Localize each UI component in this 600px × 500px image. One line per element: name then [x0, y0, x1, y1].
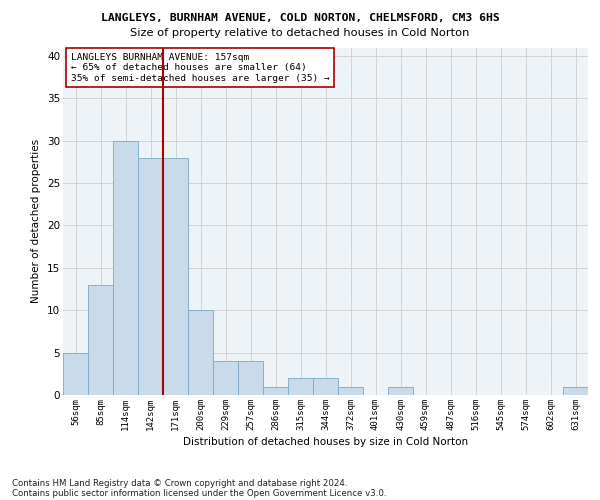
Bar [213, 361, 238, 395]
Bar [113, 140, 138, 395]
Text: LANGLEYS, BURNHAM AVENUE, COLD NORTON, CHELMSFORD, CM3 6HS: LANGLEYS, BURNHAM AVENUE, COLD NORTON, C… [101, 12, 499, 22]
Bar [88, 285, 113, 395]
Y-axis label: Number of detached properties: Number of detached properties [31, 139, 41, 304]
Bar [188, 310, 213, 395]
Bar [63, 352, 88, 395]
Bar [263, 386, 288, 395]
Text: LANGLEYS BURNHAM AVENUE: 157sqm
← 65% of detached houses are smaller (64)
35% of: LANGLEYS BURNHAM AVENUE: 157sqm ← 65% of… [71, 52, 329, 82]
Bar [563, 386, 588, 395]
Text: Size of property relative to detached houses in Cold Norton: Size of property relative to detached ho… [130, 28, 470, 38]
Bar [238, 361, 263, 395]
Bar [163, 158, 188, 395]
Bar [313, 378, 338, 395]
Bar [388, 386, 413, 395]
Bar [288, 378, 313, 395]
Text: Contains HM Land Registry data © Crown copyright and database right 2024.: Contains HM Land Registry data © Crown c… [12, 478, 347, 488]
Bar [338, 386, 363, 395]
Bar [138, 158, 163, 395]
Text: Contains public sector information licensed under the Open Government Licence v3: Contains public sector information licen… [12, 488, 386, 498]
X-axis label: Distribution of detached houses by size in Cold Norton: Distribution of detached houses by size … [183, 437, 468, 447]
